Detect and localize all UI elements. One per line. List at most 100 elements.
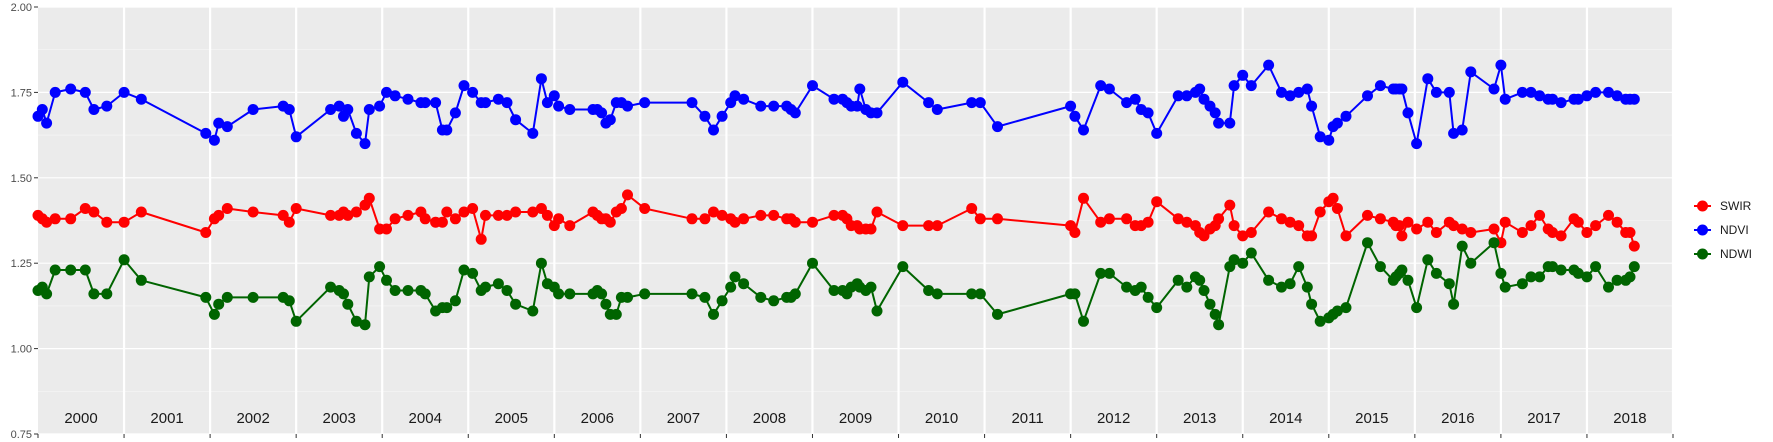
data-point-ndwi — [389, 285, 401, 296]
data-point-ndwi — [639, 288, 651, 300]
data-point-ndwi — [600, 298, 612, 310]
data-point-swir — [1499, 216, 1511, 228]
data-point-ndvi — [350, 127, 362, 139]
legend-label: SWIR — [1720, 199, 1752, 213]
legend-label: NDVI — [1720, 223, 1749, 237]
data-point-ndwi — [213, 298, 225, 310]
data-point-ndvi — [41, 117, 53, 129]
y-tick-label: 1.50 — [11, 173, 32, 185]
data-point-ndwi — [1263, 274, 1275, 286]
data-point-ndwi — [1422, 254, 1434, 266]
data-point-ndvi — [374, 100, 386, 112]
data-point-swir — [1237, 230, 1249, 242]
data-point-ndvi — [1581, 90, 1593, 102]
data-point-swir — [501, 209, 513, 221]
data-point-ndwi — [1572, 267, 1584, 279]
data-point-ndvi — [1194, 83, 1206, 95]
data-point-swir — [729, 216, 741, 228]
data-point-ndvi — [221, 121, 233, 133]
data-point-ndwi — [1198, 285, 1210, 296]
year-label: 2015 — [1355, 410, 1388, 427]
data-point-swir — [1628, 240, 1640, 252]
data-point-swir — [604, 216, 616, 228]
data-point-ndvi — [1572, 93, 1584, 105]
data-point-ndvi — [851, 100, 863, 112]
year-label: 2007 — [667, 410, 700, 427]
data-point-ndvi — [501, 97, 513, 109]
data-point-swir — [1078, 192, 1089, 204]
data-point-ndwi — [1245, 247, 1257, 259]
data-point-ndvi — [49, 86, 61, 98]
data-point-ndvi — [604, 114, 616, 126]
data-point-ndvi — [1555, 97, 1567, 109]
data-point-ndwi — [480, 281, 491, 293]
data-point-ndwi — [1069, 288, 1081, 300]
data-point-ndvi — [419, 97, 431, 109]
data-point-swir — [49, 213, 61, 225]
data-point-ndwi — [622, 291, 633, 303]
legend-key-point — [1697, 224, 1708, 236]
data-point-ndvi — [1590, 86, 1602, 98]
data-point-ndwi — [1284, 278, 1296, 290]
data-point-ndwi — [41, 288, 53, 300]
data-point-ndvi — [1237, 69, 1249, 81]
data-point-ndvi — [1448, 127, 1460, 139]
data-point-ndvi — [359, 138, 371, 150]
data-point-ndwi — [1611, 274, 1623, 286]
data-point-swir — [1121, 213, 1133, 225]
data-point-swir — [1224, 199, 1236, 211]
data-point-ndvi — [1499, 93, 1511, 105]
data-point-swir — [1151, 196, 1163, 208]
data-point-ndwi — [1402, 274, 1414, 286]
data-point-swir — [1624, 227, 1636, 238]
data-point-swir — [480, 209, 491, 221]
data-point-swir — [1306, 230, 1318, 242]
data-point-ndwi — [1448, 298, 1460, 310]
data-point-swir — [686, 213, 698, 225]
data-point-swir — [1069, 227, 1081, 238]
data-point-swir — [1611, 216, 1623, 228]
data-point-ndwi — [101, 288, 113, 300]
data-point-ndwi — [208, 308, 220, 320]
data-point-ndvi — [1078, 124, 1089, 136]
data-point-ndvi — [1402, 107, 1414, 119]
data-point-ndvi — [768, 100, 780, 112]
data-point-ndwi — [338, 288, 349, 300]
data-point-swir — [897, 220, 909, 232]
data-point-ndvi — [101, 100, 113, 112]
data-point-ndvi — [510, 114, 522, 126]
data-point-ndwi — [610, 308, 622, 320]
data-point-ndwi — [1151, 302, 1163, 314]
data-point-swir — [1103, 213, 1115, 225]
data-point-ndvi — [1245, 80, 1257, 92]
data-point-ndwi — [79, 264, 91, 276]
data-point-ndwi — [564, 288, 576, 300]
data-point-ndvi — [402, 93, 414, 105]
data-point-ndvi — [213, 117, 225, 129]
data-point-ndvi — [1121, 97, 1133, 109]
data-point-ndwi — [1430, 267, 1442, 279]
data-point-ndwi — [221, 291, 233, 303]
data-point-ndvi — [1293, 86, 1305, 98]
data-point-swir — [1245, 227, 1257, 238]
data-point-ndvi — [1276, 86, 1287, 98]
data-point-ndwi — [789, 288, 801, 300]
data-point-ndvi — [729, 90, 741, 102]
data-point-swir — [1590, 220, 1602, 232]
data-point-swir — [381, 223, 392, 235]
data-point-ndvi — [492, 93, 504, 105]
data-point-ndwi — [49, 264, 61, 276]
data-point-ndvi — [622, 100, 633, 112]
y-tick-label: 2.00 — [11, 2, 32, 14]
data-point-swir — [118, 216, 130, 228]
data-point-swir — [1555, 230, 1567, 242]
data-point-ndwi — [88, 288, 100, 300]
data-point-ndwi — [1103, 267, 1115, 279]
data-point-ndwi — [325, 281, 337, 293]
series-swir — [32, 189, 1640, 252]
data-point-ndvi — [1340, 110, 1352, 122]
data-point-ndwi — [1628, 261, 1640, 273]
data-point-ndwi — [535, 257, 547, 269]
data-point-ndvi — [1151, 127, 1163, 139]
legend-key-point — [1697, 248, 1708, 260]
